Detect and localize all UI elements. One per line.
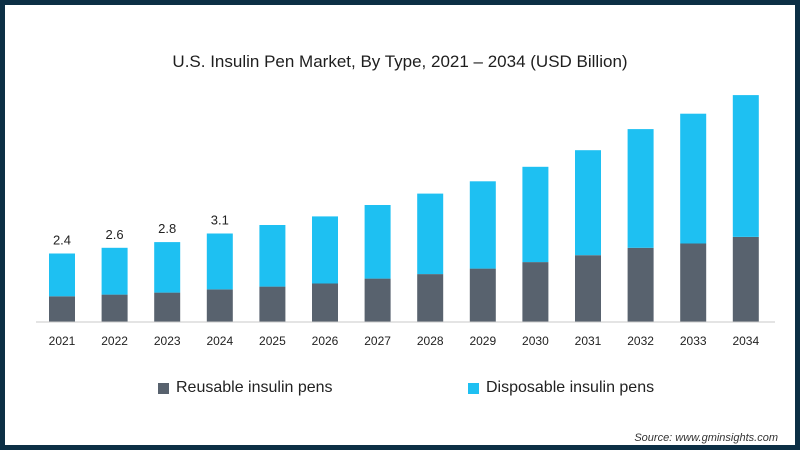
bar-disposable-2033 xyxy=(680,113,707,244)
bar-disposable-2027 xyxy=(364,205,391,279)
x-tick-label: 2033 xyxy=(680,334,707,348)
bar-reusable-2025 xyxy=(259,286,286,322)
bar-reusable-2021 xyxy=(49,296,75,322)
bar-disposable-2031 xyxy=(575,150,601,256)
data-label-2022: 2.6 xyxy=(106,227,124,242)
bar-reusable-2024 xyxy=(206,289,233,322)
bar-reusable-2023 xyxy=(154,292,181,322)
chart-legend: Reusable insulin pens Disposable insulin… xyxy=(5,379,795,399)
data-label-2023: 2.8 xyxy=(158,221,176,236)
legend-label-reusable: Reusable insulin pens xyxy=(176,379,333,396)
bar-reusable-2030 xyxy=(522,262,549,322)
bar-reusable-2026 xyxy=(312,283,338,322)
x-tick-label: 2030 xyxy=(522,334,549,348)
x-tick-label: 2031 xyxy=(575,334,602,348)
bar-disposable-2021 xyxy=(49,253,75,297)
x-tick-label: 2029 xyxy=(469,334,496,348)
bar-disposable-2026 xyxy=(312,216,338,284)
x-tick-label: 2028 xyxy=(417,334,444,348)
x-tick-label: 2034 xyxy=(732,334,759,348)
bar-reusable-2032 xyxy=(627,247,654,322)
bar-disposable-2022 xyxy=(101,247,128,295)
legend-label-disposable: Disposable insulin pens xyxy=(486,379,655,396)
bar-disposable-2032 xyxy=(627,129,654,248)
bar-reusable-2027 xyxy=(364,278,391,322)
bar-reusable-2022 xyxy=(101,294,128,322)
chart-title: U.S. Insulin Pen Market, By Type, 2021 –… xyxy=(172,52,628,71)
bar-reusable-2034 xyxy=(732,237,759,322)
source-note: Source: www.gminsights.com xyxy=(634,432,778,444)
bar-disposable-2030 xyxy=(522,166,549,263)
bar-disposable-2034 xyxy=(732,95,759,237)
data-label-2021: 2.4 xyxy=(53,233,71,248)
bar-disposable-2023 xyxy=(154,242,181,293)
bar-reusable-2029 xyxy=(469,268,496,322)
x-tick-label: 2026 xyxy=(312,334,339,348)
bar-reusable-2028 xyxy=(417,274,444,322)
x-tick-label: 2027 xyxy=(364,334,391,348)
x-tick-label: 2024 xyxy=(206,334,233,348)
bar-reusable-2033 xyxy=(680,243,707,322)
bar-disposable-2024 xyxy=(206,233,233,290)
bar-reusable-2031 xyxy=(575,255,601,322)
legend-swatch-reusable xyxy=(158,382,169,394)
bar-disposable-2029 xyxy=(469,181,496,269)
stacked-bar-chart: 2021 2.4 2022 2.6 2023 2.8 2024 3.1 2025 2026 2027… xyxy=(36,95,775,348)
x-tick-label: 2025 xyxy=(259,334,286,348)
x-tick-label: 2021 xyxy=(49,334,76,348)
x-tick-label: 2023 xyxy=(154,334,181,348)
legend-item-disposable: Disposable insulin pens xyxy=(468,379,654,397)
legend-swatch-disposable xyxy=(468,382,479,394)
bar-disposable-2025 xyxy=(259,225,286,287)
x-tick-label: 2032 xyxy=(627,334,654,348)
data-label-2024: 3.1 xyxy=(211,213,229,228)
bar-disposable-2028 xyxy=(417,193,444,275)
legend-item-reusable: Reusable insulin pens xyxy=(158,379,333,397)
x-tick-label: 2022 xyxy=(101,334,128,348)
